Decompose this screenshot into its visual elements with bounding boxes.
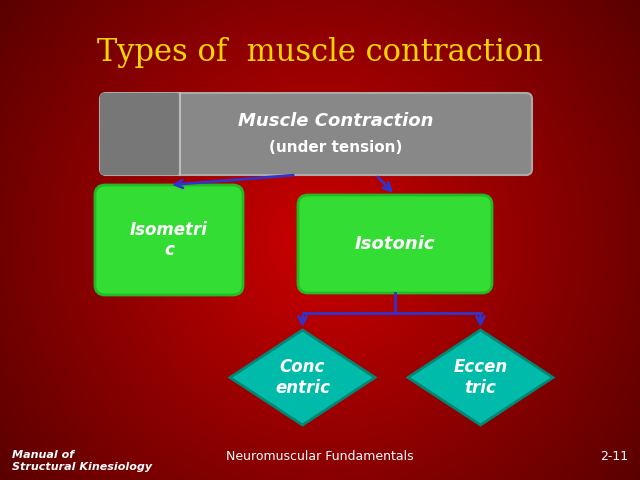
Text: Types of  muscle contraction: Types of muscle contraction (97, 36, 543, 68)
Text: (under tension): (under tension) (269, 141, 403, 156)
Text: Conc
entric: Conc entric (275, 358, 330, 397)
FancyBboxPatch shape (298, 195, 492, 293)
Text: Manual of
Structural Kinesiology: Manual of Structural Kinesiology (12, 450, 152, 471)
Text: Muscle Contraction: Muscle Contraction (238, 112, 434, 130)
Polygon shape (408, 330, 553, 425)
Text: Isometri
c: Isometri c (130, 221, 208, 259)
FancyBboxPatch shape (100, 93, 180, 175)
Polygon shape (230, 330, 375, 425)
Text: Eccen
tric: Eccen tric (453, 358, 508, 397)
Text: 2-11: 2-11 (600, 450, 628, 463)
FancyBboxPatch shape (95, 185, 243, 295)
FancyBboxPatch shape (100, 93, 532, 175)
Text: Neuromuscular Fundamentals: Neuromuscular Fundamentals (226, 450, 414, 463)
Text: Isotonic: Isotonic (355, 235, 435, 253)
